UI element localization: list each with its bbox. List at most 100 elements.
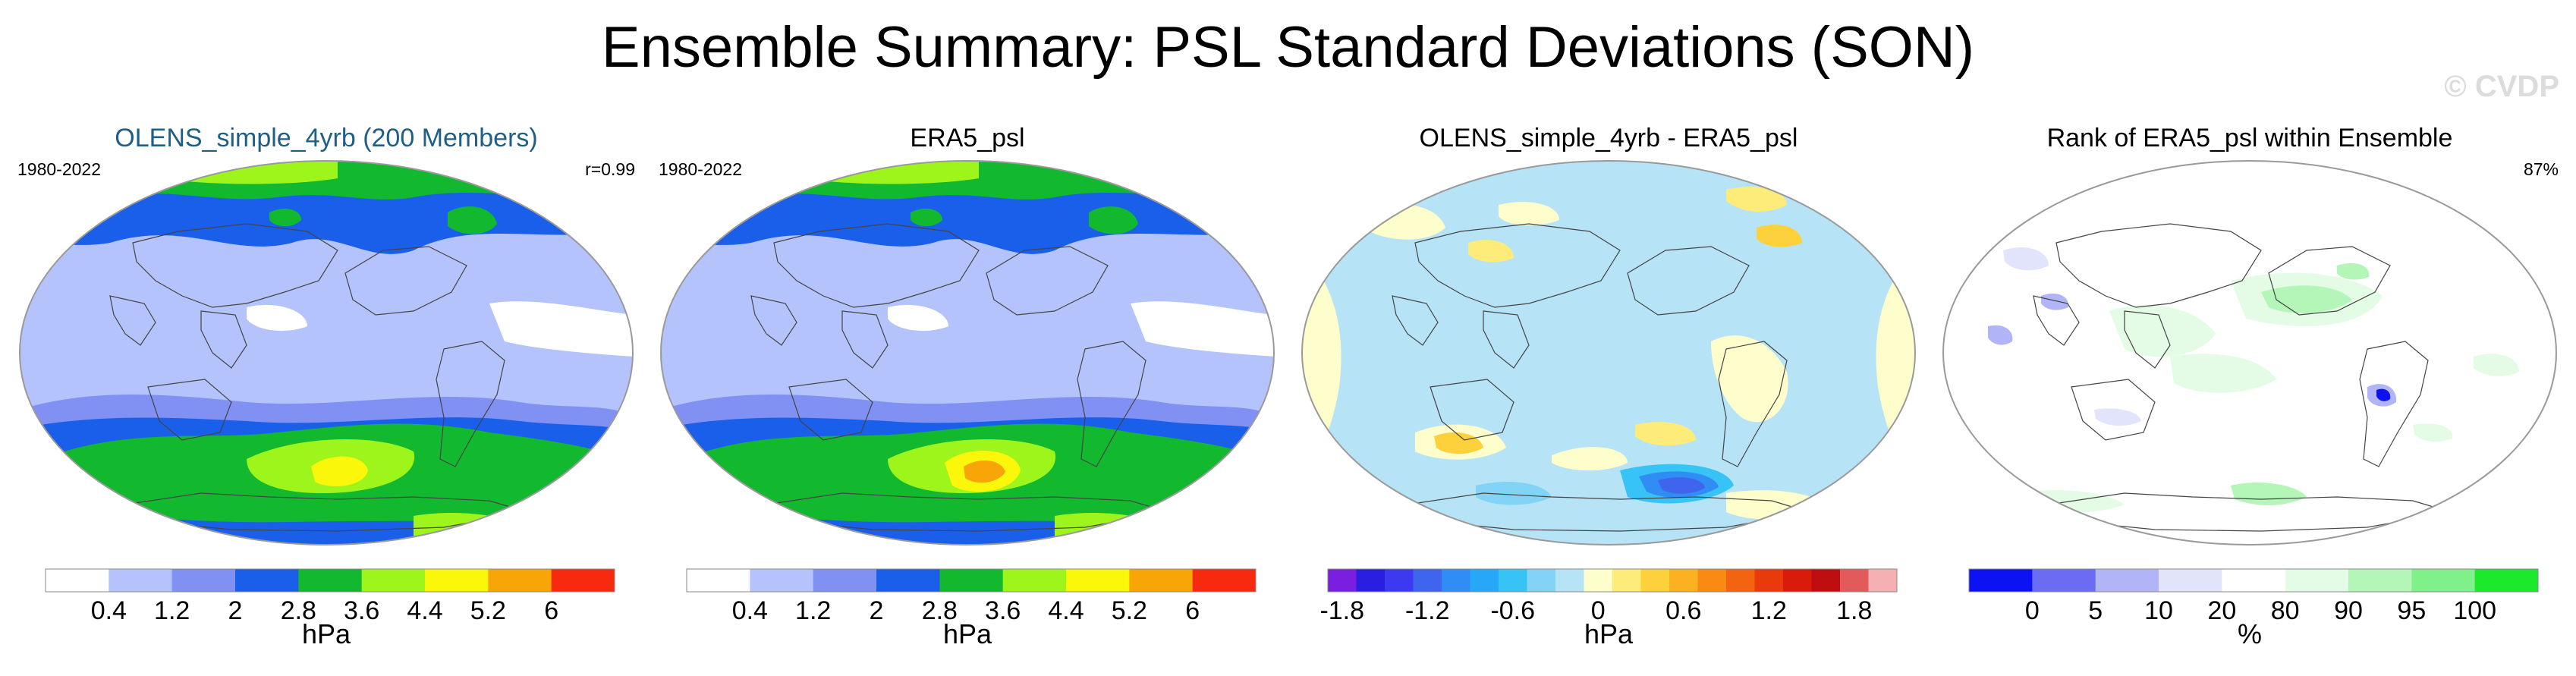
coastline xyxy=(1627,246,1750,316)
colorbar-tick-label: 1.8 xyxy=(1836,596,1872,625)
colorbar: 0 5 10 20 80 90 95 100% xyxy=(1968,568,2539,648)
colorbar: 0.4 1.2 2 2.8 3.6 4.4 5.2 6 hPa xyxy=(686,568,1257,648)
colorbar-tick-label: 2 xyxy=(870,596,884,625)
field-contour xyxy=(2041,293,2069,310)
map-border xyxy=(1301,160,1916,546)
colorbar-swatch xyxy=(2348,569,2412,592)
colorbar-tick-label: 2 xyxy=(228,596,243,625)
field-contour xyxy=(247,304,307,332)
field-contour xyxy=(1089,206,1138,234)
field-contour xyxy=(1476,482,1552,505)
colorbar-unit-label: hPa xyxy=(1584,618,1634,648)
coastline xyxy=(344,246,467,316)
colorbar-tick-label: -1.2 xyxy=(1405,596,1450,625)
coastline xyxy=(1392,295,1439,346)
period-label: 1980-2022 xyxy=(659,159,742,179)
coastline xyxy=(1718,341,1788,467)
colorbar-swatch xyxy=(551,569,615,592)
coastline xyxy=(986,246,1109,316)
colorbar-swatch xyxy=(1697,569,1727,592)
colorbar-tick-label: 3.6 xyxy=(344,596,379,625)
field-contour xyxy=(2003,247,2049,271)
field-contour xyxy=(1943,161,2556,545)
colorbar-swatch xyxy=(939,569,1004,592)
colorbar-swatch xyxy=(1868,569,1898,592)
colorbar-tick-label: 4.4 xyxy=(407,596,442,625)
field-contour xyxy=(2413,423,2453,442)
colorbar-tick-label: 4.4 xyxy=(1048,596,1084,625)
coastline xyxy=(200,310,247,369)
colorbar-tick-label: 2.8 xyxy=(922,596,958,625)
field-contour xyxy=(1711,335,1788,423)
panel-title: OLENS_simple_4yrb (200 Members) xyxy=(115,124,538,152)
figure-title: Ensemble Summary: PSL Standard Deviation… xyxy=(601,15,1975,80)
colorbar-unit-label: hPa xyxy=(943,618,992,648)
colorbar-frame xyxy=(45,568,615,593)
map-border xyxy=(19,160,634,546)
coastline xyxy=(2033,295,2080,346)
panel-difference: OLENS_simple_4yrb - ERA5_psl -1.8 -1.2 -0.… xyxy=(1294,114,1923,675)
coastline xyxy=(1414,223,1621,308)
field-contour xyxy=(1055,513,1176,545)
colorbar-tick-label: 6 xyxy=(1185,596,1200,625)
field-contour xyxy=(1131,301,1274,357)
field-contour xyxy=(414,513,535,545)
colorbar-swatch xyxy=(46,569,109,592)
colorbar-swatch xyxy=(1612,569,1641,592)
colorbar-tick-label: 1.2 xyxy=(795,596,831,625)
coastline xyxy=(750,295,797,346)
colorbar: -1.8 -1.2 -0.6 0 0.6 1.2 1.8 hPa xyxy=(1319,568,1898,648)
map-border xyxy=(1942,160,2557,546)
field-contour xyxy=(1499,202,1559,226)
coastline xyxy=(1483,310,1530,369)
coastline xyxy=(1430,379,1514,441)
map-ensemble-std xyxy=(19,160,634,546)
colorbar-tick-label: 0 xyxy=(1591,596,1606,625)
field-contour xyxy=(1552,447,1628,471)
coastline xyxy=(436,341,505,467)
field-contour xyxy=(1988,325,2013,345)
colorbar-swatch xyxy=(171,569,236,592)
field-contour xyxy=(448,206,497,234)
colorbar-tick-label: 10 xyxy=(2144,596,2173,625)
field-contour xyxy=(2094,408,2141,426)
map-era5-std xyxy=(660,160,1275,546)
colorbar-swatch xyxy=(1002,569,1067,592)
coastline xyxy=(2055,223,2262,308)
colorbar-tick-label: 2.8 xyxy=(281,596,316,625)
colorbar-tick-label: 5.2 xyxy=(470,596,506,625)
colorbar-swatch xyxy=(1499,569,1527,592)
coastline xyxy=(147,379,232,441)
colorbar-swatch xyxy=(1783,569,1812,592)
coastline xyxy=(132,223,338,308)
colorbar-swatch xyxy=(1669,569,1698,592)
colorbar-tick-label: 1.2 xyxy=(1751,596,1787,625)
field-contour xyxy=(2109,304,2216,357)
cvdp-watermark: © CVDP xyxy=(2444,70,2559,103)
colorbar-swatch xyxy=(2285,569,2349,592)
colorbar-frame xyxy=(686,568,1257,593)
panel-era5-std: ERA5_psl 1980-2022 0.4 1.2 2 2.8 3.6 4.4 5.2 6 h… xyxy=(653,114,1282,675)
colorbar-tick-label: 0.6 xyxy=(1665,596,1701,625)
colorbar-swatch xyxy=(425,569,489,592)
colorbar-swatch xyxy=(2411,569,2476,592)
coastline xyxy=(2359,341,2429,467)
map-border xyxy=(660,160,1275,546)
coastline xyxy=(2071,379,2156,441)
coastline xyxy=(1077,341,1146,467)
field-contour xyxy=(2170,354,2276,393)
field-contour xyxy=(964,460,1005,483)
colorbar-swatch xyxy=(1385,569,1414,592)
field-contour xyxy=(2474,354,2519,376)
coastline xyxy=(841,310,889,369)
panel-title: Rank of ERA5_psl within Ensemble xyxy=(2046,124,2453,152)
colorbar-swatch xyxy=(235,569,299,592)
colorbar-frame xyxy=(1327,568,1898,593)
colorbar-swatch xyxy=(1470,569,1499,592)
field-contour xyxy=(1757,225,1802,247)
colorbar-swatch xyxy=(1527,569,1556,592)
field-contour xyxy=(1434,432,1483,454)
colorbar-tick-label: 5 xyxy=(2088,596,2103,625)
colorbar-swatch xyxy=(750,569,814,592)
